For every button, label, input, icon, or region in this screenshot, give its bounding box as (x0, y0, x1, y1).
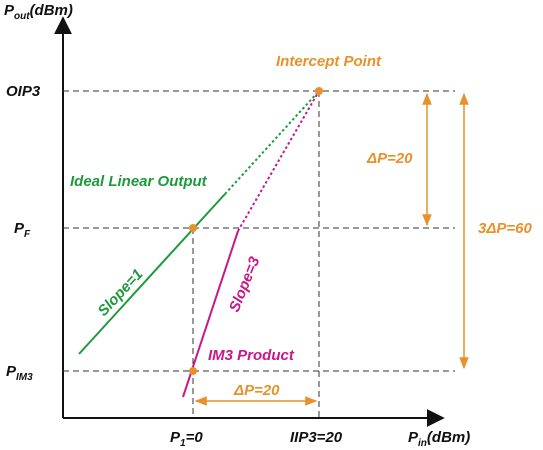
slope1-label: Slope=1 (94, 266, 146, 320)
pim3-point-marker (189, 367, 197, 375)
im3-dotted (237, 90, 320, 232)
linear-output-dotted (224, 90, 320, 195)
pf-label: PF (14, 220, 31, 240)
x-axis-label: Pin(dBm) (408, 429, 470, 449)
intercept-point-label: Intercept Point (276, 53, 382, 70)
oip3-label: OIP3 (6, 83, 41, 100)
iip3-label: IIP3=20 (290, 429, 343, 446)
pf-point-marker (189, 224, 197, 232)
delta-p-horizontal-label: ΔP=20 (233, 382, 280, 399)
pim3-label: PIM3 (6, 363, 33, 383)
im3-product-label: IM3 Product (208, 347, 295, 364)
slope3-label: Slope=3 (226, 254, 264, 315)
ideal-linear-output-label: Ideal Linear Output (70, 173, 208, 190)
delta-p-vertical-label: ΔP=20 (366, 150, 413, 167)
three-delta-p-label: 3ΔP=60 (478, 220, 533, 237)
p1-label: P1=0 (170, 429, 203, 449)
linear-output-solid (78, 193, 226, 355)
intercept-point-marker (315, 87, 323, 95)
y-axis-label: Pout(dBm) (4, 2, 73, 22)
